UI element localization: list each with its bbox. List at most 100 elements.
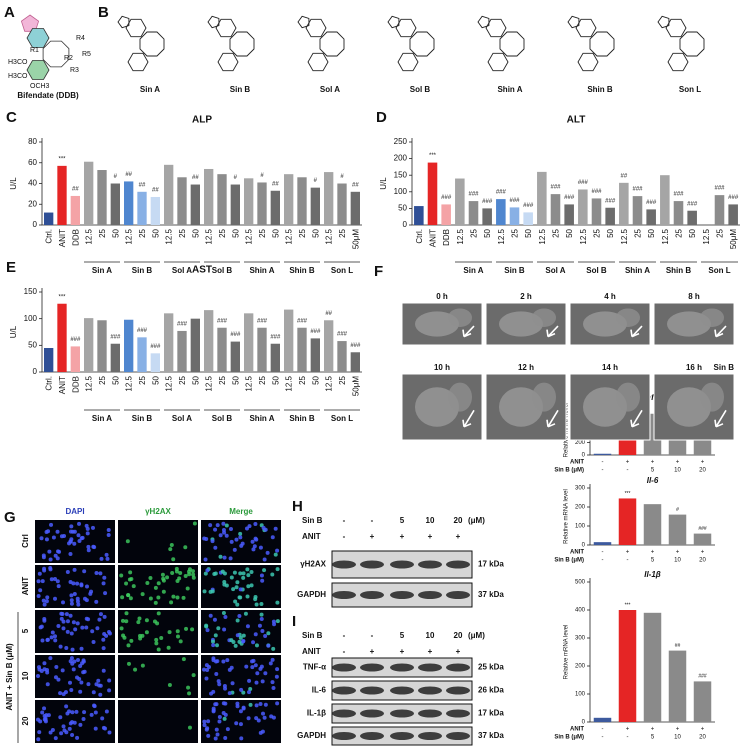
chart-title: ALP	[192, 115, 212, 126]
nucleus	[68, 613, 73, 618]
condition-value: 10	[674, 735, 681, 741]
nucleus	[86, 544, 91, 549]
x-tick-label: 12.5	[325, 228, 334, 244]
foci	[126, 661, 131, 666]
ring	[307, 52, 329, 72]
ring	[305, 18, 327, 38]
significance: ###	[70, 337, 81, 343]
x-tick-label: 50μM	[729, 229, 738, 250]
x-tick-label: 25	[593, 228, 602, 237]
nucleus	[275, 567, 280, 572]
nucleus	[101, 668, 106, 673]
nucleus	[107, 678, 112, 683]
bar	[693, 533, 712, 545]
panel-label: A	[4, 4, 15, 21]
arrow	[714, 325, 727, 338]
nucleus	[56, 584, 61, 589]
nucleus	[42, 706, 47, 711]
nucleus	[49, 522, 54, 527]
nucleus	[44, 713, 49, 718]
significance: ###	[482, 199, 493, 205]
nucleus	[68, 680, 73, 685]
condition-value: +	[701, 727, 705, 733]
significance: ##	[675, 643, 681, 649]
nucleus	[69, 598, 74, 603]
lane-value: -	[371, 516, 374, 525]
bar	[164, 313, 174, 372]
significance: #	[340, 174, 344, 180]
x-tick-label: 25	[178, 375, 187, 384]
bar	[324, 320, 334, 372]
nucleus	[258, 545, 263, 550]
bar	[217, 327, 227, 372]
y-tick-label: 50	[28, 340, 37, 349]
arrow	[630, 409, 643, 428]
condition-value: +	[651, 460, 655, 466]
y-tick-label: 200	[575, 505, 586, 511]
y-tick-label: 100	[394, 187, 408, 196]
nucleus	[275, 600, 280, 605]
nucleus	[216, 679, 221, 684]
foci	[169, 543, 174, 548]
foci	[187, 567, 192, 572]
nucleus	[268, 661, 273, 666]
cell	[448, 382, 472, 412]
foci	[170, 570, 175, 575]
chart-title: Tnf- α	[641, 393, 664, 402]
y-axis-label: Relative mRNA level	[564, 625, 570, 680]
x-tick-label: 25	[178, 228, 187, 237]
nucleus	[205, 628, 210, 633]
band-size: 17 kDa	[478, 709, 504, 718]
foci	[144, 630, 149, 635]
bar	[714, 195, 725, 225]
nucleus	[234, 721, 239, 726]
band-label: IL-1β	[307, 709, 326, 718]
lane-value: 20	[454, 516, 463, 525]
condition-label: ANIT	[570, 727, 584, 733]
ring	[567, 15, 580, 29]
nucleus	[214, 643, 219, 648]
y-tick-label: 40	[28, 179, 37, 188]
nucleus	[251, 547, 256, 552]
bar	[257, 182, 267, 225]
nucleus	[263, 702, 268, 707]
group-label: Sol A	[172, 266, 192, 275]
nucleus	[210, 589, 215, 594]
condition-value: -	[602, 468, 604, 474]
x-tick-label: 50	[271, 228, 280, 237]
bar	[337, 341, 347, 372]
nucleus	[270, 572, 275, 577]
band	[418, 732, 442, 740]
nucleus	[37, 730, 42, 735]
x-tick-label: 50	[191, 375, 200, 384]
bar	[618, 610, 637, 722]
nucleus	[204, 624, 209, 629]
nucleus	[90, 525, 95, 530]
y-tick-label: 250	[394, 137, 408, 146]
nucleus	[263, 633, 268, 638]
condition-value: -	[627, 735, 629, 741]
arrow	[546, 325, 559, 338]
nucleus	[64, 730, 69, 735]
nucleus	[215, 732, 220, 737]
chart-title: Il-6	[647, 476, 659, 485]
y-tick-label: 0	[33, 220, 38, 229]
atom-label: H3CO	[8, 59, 28, 66]
nucleus	[96, 678, 101, 683]
nucleus	[234, 585, 239, 590]
nucleus	[253, 597, 258, 602]
bar	[44, 348, 54, 372]
foci	[161, 576, 166, 581]
band-label: GAPDH	[297, 731, 326, 740]
nucleus	[254, 716, 259, 721]
significance: ##	[325, 311, 332, 317]
channel-label: γH2AX	[145, 507, 171, 516]
lane-value: 5	[400, 516, 405, 525]
nucleus	[235, 618, 240, 623]
nucleus	[205, 668, 210, 673]
bar	[57, 303, 67, 372]
nucleus	[257, 623, 262, 628]
nucleus	[266, 643, 271, 648]
significance: ###	[257, 318, 268, 324]
